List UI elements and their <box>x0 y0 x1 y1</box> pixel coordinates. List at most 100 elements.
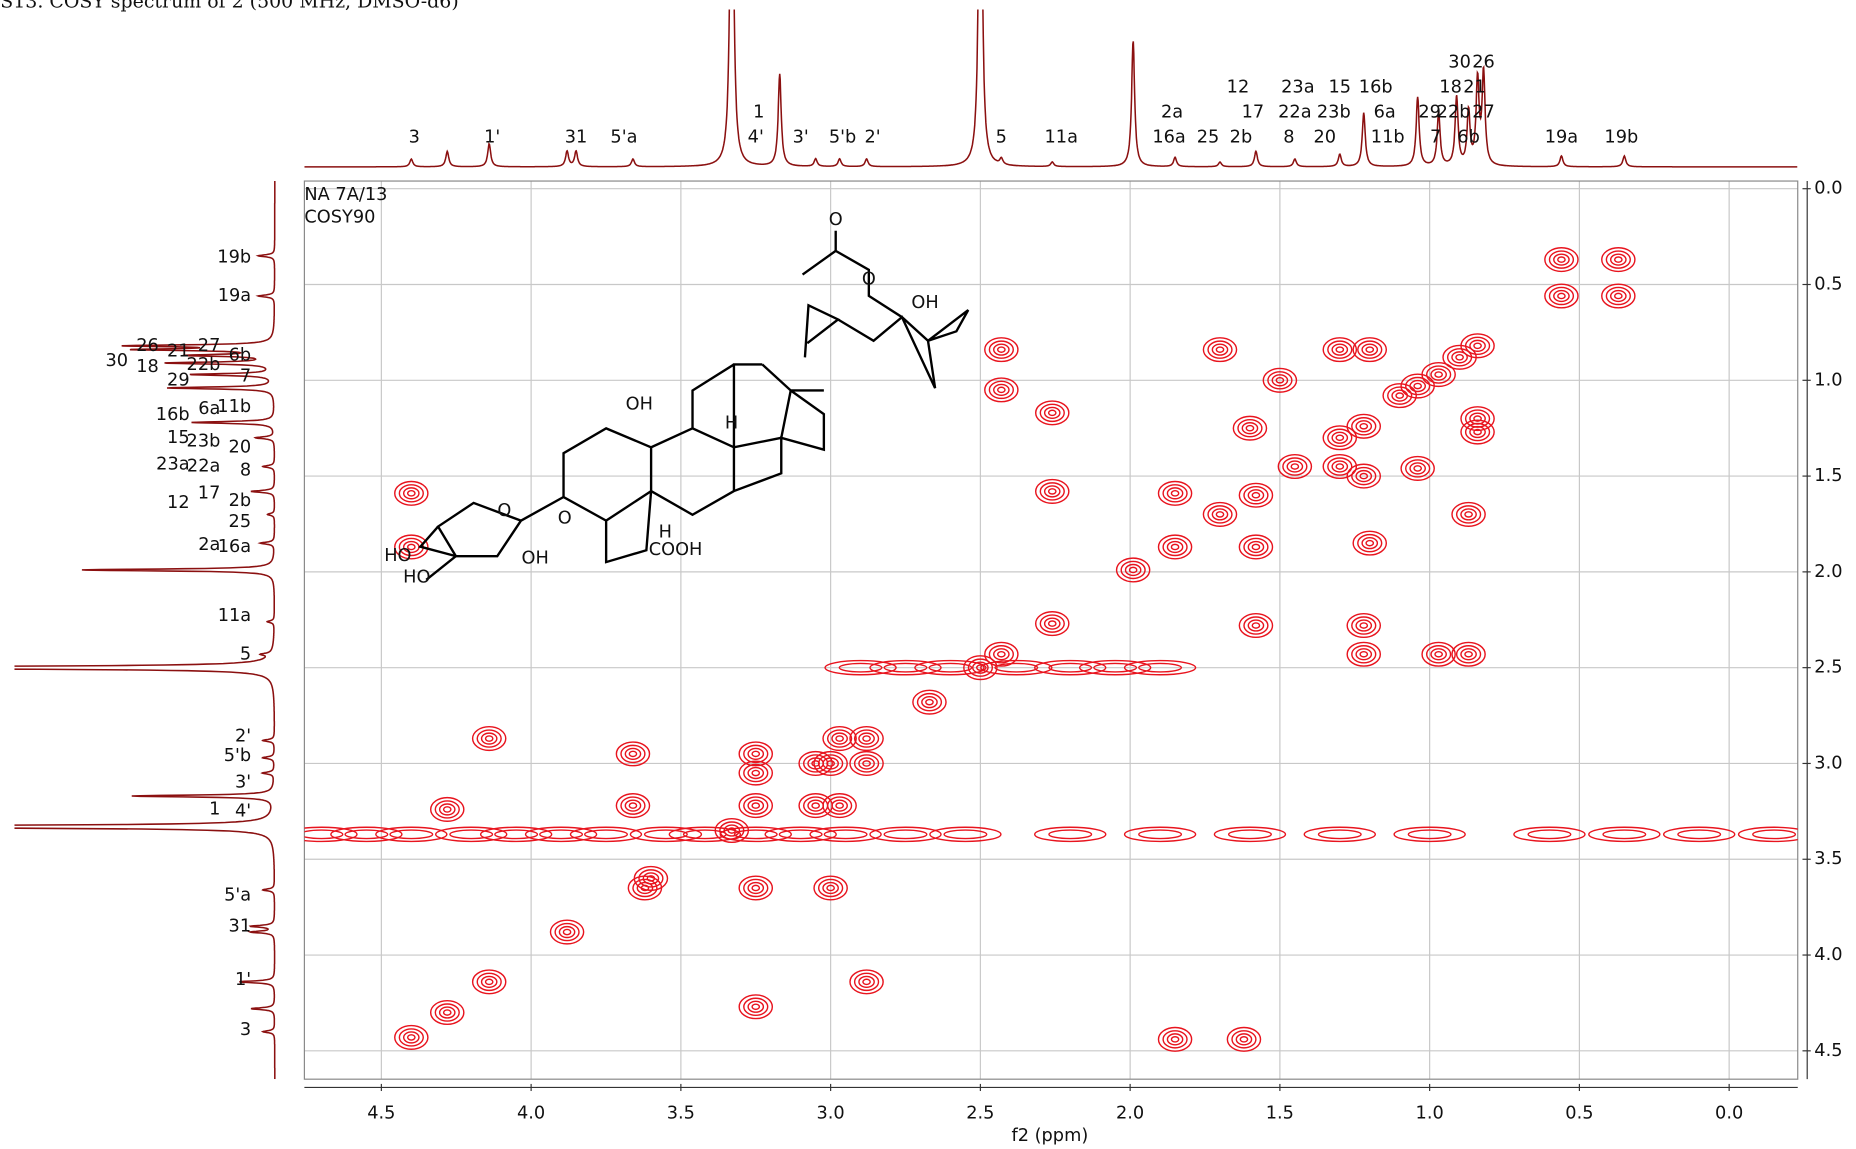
cross-peak <box>747 1000 765 1013</box>
t1-streak <box>1588 826 1661 843</box>
peak-label: 1 <box>209 799 220 819</box>
cross-peak <box>1157 1026 1193 1052</box>
cross-peak <box>751 1003 761 1011</box>
cross-peak <box>1557 292 1566 300</box>
cross-peak <box>1460 648 1477 661</box>
cross-peak <box>1211 343 1229 356</box>
x-tick-label: 4.0 <box>517 1104 545 1124</box>
atom-label: O <box>497 501 511 521</box>
cross-peak <box>640 884 650 892</box>
cross-peak <box>1351 466 1377 486</box>
t1-streak <box>682 829 727 840</box>
peak-label: 17 <box>198 483 221 503</box>
atom-label: O <box>558 508 572 528</box>
y-tick-label: 1.5 <box>1814 466 1842 486</box>
cross-peak <box>1346 413 1382 439</box>
cross-peak <box>615 793 651 819</box>
cross-peak <box>438 803 456 816</box>
cross-peak <box>751 769 761 777</box>
cross-peak <box>1267 371 1293 390</box>
cross-peak <box>1460 419 1495 445</box>
cross-peak <box>1451 641 1486 667</box>
t1-streak <box>1303 826 1376 843</box>
cross-peak <box>1544 283 1579 309</box>
t1-streak <box>1677 829 1722 840</box>
cross-peak <box>1473 428 1482 436</box>
cross-peak <box>1434 371 1443 378</box>
cross-peak <box>1400 373 1435 399</box>
peak-label: 3 <box>240 1020 251 1040</box>
cross-peak <box>798 750 833 777</box>
peak-label: 31 <box>565 127 588 147</box>
cross-peak <box>1034 611 1070 637</box>
x-tick-label: 1.5 <box>1266 1104 1294 1124</box>
peak-label: 29 <box>1418 102 1441 122</box>
cross-peak <box>476 972 502 992</box>
cross-peak <box>1157 480 1193 506</box>
cross-peak <box>1425 365 1452 384</box>
cross-peak <box>442 806 452 813</box>
cross-peak <box>862 735 871 742</box>
cross-peak <box>988 340 1014 359</box>
t1-streak <box>764 826 837 843</box>
cross-peak <box>1251 622 1261 629</box>
t1-streak <box>569 826 643 843</box>
atom-label: H <box>659 522 672 542</box>
cross-peak <box>1247 540 1265 554</box>
t1-streak <box>1662 826 1736 843</box>
cross-peak <box>1039 403 1065 423</box>
peak-label: 22a <box>187 457 220 477</box>
t1-streak <box>778 829 823 840</box>
t1-streak <box>1078 659 1152 676</box>
cross-peak <box>562 928 572 936</box>
cross-peak <box>1247 489 1265 502</box>
cross-peak <box>976 664 985 671</box>
cross-peak <box>1243 486 1269 505</box>
cross-peak <box>747 799 765 812</box>
f1-projection <box>14 181 276 1080</box>
cross-peak <box>406 1034 416 1041</box>
t1-streak <box>1034 659 1107 676</box>
t1-streak <box>824 659 897 676</box>
cross-peak <box>1215 346 1225 353</box>
cross-peak <box>853 729 880 748</box>
t1-streak <box>668 826 742 843</box>
cross-peak <box>1351 616 1377 635</box>
peak-label: 18 <box>136 357 159 377</box>
peak-label: 7 <box>1430 127 1441 147</box>
cross-peak <box>1322 453 1358 480</box>
t1-streak <box>1138 829 1183 840</box>
t1-streak <box>928 662 973 673</box>
cross-peak <box>751 750 761 758</box>
cross-peak <box>993 383 1010 397</box>
peak-label: 23a <box>156 455 189 475</box>
cross-peak <box>1382 383 1417 409</box>
cross-peak <box>1361 536 1379 550</box>
cross-peak <box>993 648 1010 661</box>
cross-peak <box>1355 619 1373 632</box>
cross-peak <box>916 692 943 712</box>
cross-peak <box>849 750 884 777</box>
atom-label: COOH <box>649 540 703 560</box>
x-tick-label: 3.5 <box>667 1104 695 1124</box>
cross-peak <box>1327 457 1353 476</box>
cross-peak <box>1455 505 1482 524</box>
t1-streak <box>539 829 584 840</box>
peak-label: 6b <box>229 345 252 365</box>
peak-label: 16a <box>1152 127 1185 147</box>
cross-peak <box>747 881 765 895</box>
cross-peak <box>1387 386 1413 405</box>
peak-label: 16b <box>156 405 190 425</box>
t1-streak <box>375 826 448 843</box>
peak-label: 7 <box>240 366 251 386</box>
t1-streak <box>838 662 883 673</box>
peak-label: 20 <box>229 437 252 457</box>
title: S13. COSY spectrum of 2 (500 MHz, DMSO-d… <box>0 0 458 12</box>
y-tick-label: 1.0 <box>1814 370 1842 390</box>
cross-peak <box>1166 1033 1184 1046</box>
t1-streak <box>883 662 928 673</box>
cross-peak <box>811 802 821 809</box>
cross-peak <box>826 729 853 748</box>
cross-peak <box>1357 340 1383 359</box>
